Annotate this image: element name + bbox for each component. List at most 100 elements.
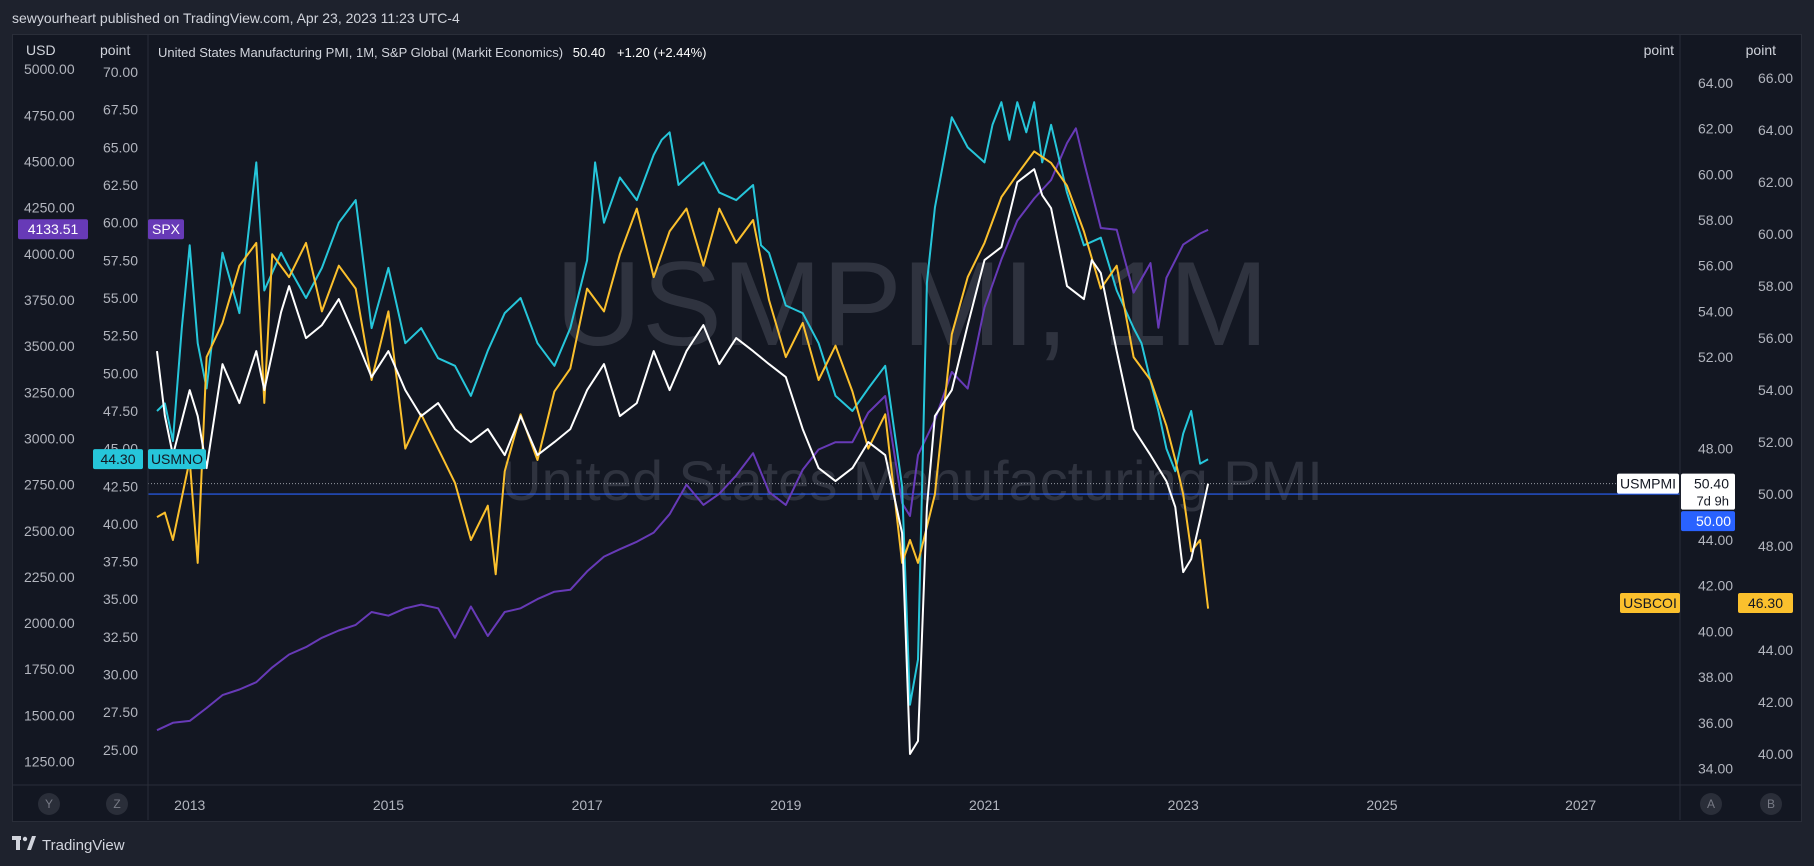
y-tick-point-right-outer: 58.00 bbox=[1758, 278, 1793, 294]
y-tick-usd: 4000.00 bbox=[24, 246, 75, 262]
price-label-hline[interactable]: 50.00 bbox=[1681, 511, 1735, 532]
y-tick-point-left: 40.00 bbox=[103, 516, 138, 532]
x-tick-label: 2027 bbox=[1565, 797, 1596, 813]
x-tick-label: 2025 bbox=[1366, 797, 1397, 813]
y-tick-usd: 2500.00 bbox=[24, 523, 75, 539]
price-label-usmpmi-box bbox=[1681, 473, 1735, 510]
y-tick-point-left: 50.00 bbox=[103, 365, 138, 381]
y-tick-point-left: 35.00 bbox=[103, 591, 138, 607]
y-tick-usd: 1250.00 bbox=[24, 754, 75, 770]
price-label-usbcoi-text: 46.30 bbox=[1748, 595, 1783, 611]
y-tick-point-left: 60.00 bbox=[103, 215, 138, 231]
y-tick-point-left: 70.00 bbox=[103, 64, 138, 80]
scale-button-y[interactable]: Y bbox=[38, 793, 60, 815]
y-tick-point-left: 67.50 bbox=[103, 102, 138, 118]
price-label-spx-box bbox=[18, 219, 88, 240]
y-tick-point-right-outer: 40.00 bbox=[1758, 746, 1793, 762]
price-label-usmno-text: 44.30 bbox=[100, 451, 135, 467]
y-tick-usd: 5000.00 bbox=[24, 61, 75, 77]
name-label-usmpmi-box bbox=[1617, 473, 1679, 494]
price-label-hline-box bbox=[1681, 511, 1735, 532]
y-tick-usd: 4250.00 bbox=[24, 200, 75, 216]
chart-legend[interactable]: United States Manufacturing PMI, 1M, S&P… bbox=[158, 45, 707, 60]
publish-info: sewyourheart published on TradingView.co… bbox=[12, 10, 460, 26]
price-label-usmno-box bbox=[93, 449, 143, 470]
scale-button-b[interactable]: B bbox=[1760, 793, 1782, 815]
name-label-spx[interactable]: SPX bbox=[148, 219, 184, 240]
name-label-usbcoi-text: USBCOI bbox=[1623, 595, 1677, 611]
price-label-usbcoi-box bbox=[1738, 593, 1793, 613]
y-tick-point-right-outer: 42.00 bbox=[1758, 694, 1793, 710]
name-label-usmpmi[interactable]: USMPMI bbox=[1617, 473, 1679, 494]
y-tick-point-right-inner: 48.00 bbox=[1698, 441, 1733, 457]
price-label-hline-text: 50.00 bbox=[1696, 513, 1731, 529]
name-label-usbcoi[interactable]: USBCOI bbox=[1620, 593, 1680, 613]
price-label-usmpmi[interactable]: 50.40 7d 9h bbox=[1681, 473, 1735, 510]
countdown-usmpmi-text: 7d 9h bbox=[1696, 494, 1729, 509]
price-label-spx[interactable]: 4133.51 bbox=[18, 219, 88, 240]
name-label-usmno-box bbox=[148, 449, 206, 470]
tradingview-wordmark: TradingView bbox=[42, 836, 125, 854]
y-tick-point-right-inner: 36.00 bbox=[1698, 715, 1733, 731]
y-tick-point-left: 52.50 bbox=[103, 328, 138, 344]
y-tick-usd: 1500.00 bbox=[24, 707, 75, 723]
x-tick-label: 2013 bbox=[174, 797, 205, 813]
name-label-usmno-text: USMNO bbox=[151, 451, 203, 467]
x-tick-label: 2017 bbox=[572, 797, 603, 813]
series-line-usmno[interactable] bbox=[156, 101, 1209, 706]
y-tick-usd: 4500.00 bbox=[24, 154, 75, 170]
series-line-spx[interactable] bbox=[156, 127, 1209, 732]
y-tick-point-left: 57.50 bbox=[103, 252, 138, 268]
y-tick-point-left: 65.00 bbox=[103, 139, 138, 155]
y-tick-usd: 2750.00 bbox=[24, 477, 75, 493]
scale-button-z[interactable]: Z bbox=[106, 793, 128, 815]
price-label-usmpmi-text: 50.40 bbox=[1694, 476, 1729, 492]
legend-title: United States Manufacturing PMI, 1M, S&P… bbox=[158, 45, 564, 60]
axis-header-point-right-inner: point bbox=[1644, 42, 1674, 58]
watermark-symbol: USMPMI, 1M bbox=[555, 237, 1268, 371]
y-tick-usd: 3250.00 bbox=[24, 384, 75, 400]
y-tick-point-right-inner: 42.00 bbox=[1698, 578, 1733, 594]
y-tick-point-left: 30.00 bbox=[103, 667, 138, 683]
y-tick-point-right-outer: 64.00 bbox=[1758, 122, 1793, 138]
scale-button-a[interactable]: A bbox=[1700, 793, 1722, 815]
y-tick-point-right-inner: 58.00 bbox=[1698, 212, 1733, 228]
y-tick-point-right-outer: 66.00 bbox=[1758, 70, 1793, 86]
y-tick-usd: 2250.00 bbox=[24, 569, 75, 585]
y-tick-point-left: 27.50 bbox=[103, 704, 138, 720]
y-tick-point-right-outer: 44.00 bbox=[1758, 642, 1793, 658]
y-tick-point-left: 32.50 bbox=[103, 629, 138, 645]
y-tick-point-right-outer: 54.00 bbox=[1758, 382, 1793, 398]
watermark: USMPMI, 1M United States Manufacturing P… bbox=[501, 237, 1323, 512]
name-label-spx-text: SPX bbox=[152, 221, 181, 237]
tradingview-mark-icon bbox=[12, 836, 36, 854]
x-tick-label: 2023 bbox=[1168, 797, 1199, 813]
price-label-usbcoi[interactable]: 46.30 bbox=[1738, 593, 1793, 613]
y-tick-point-left: 55.00 bbox=[103, 290, 138, 306]
series-line-usbcoi[interactable] bbox=[156, 150, 1210, 609]
price-label-usmno[interactable]: 44.30 bbox=[93, 449, 143, 470]
name-label-usmno[interactable]: USMNO bbox=[148, 449, 206, 470]
series-line-usmpmi[interactable] bbox=[156, 168, 1210, 755]
y-tick-point-right-inner: 64.00 bbox=[1698, 75, 1733, 91]
y-tick-point-right-inner: 40.00 bbox=[1698, 623, 1733, 639]
name-label-usbcoi-box bbox=[1620, 593, 1680, 613]
y-tick-usd: 4750.00 bbox=[24, 107, 75, 123]
axis-header-point-left: point bbox=[100, 42, 130, 58]
axis-header-usd: USD bbox=[26, 42, 56, 58]
tradingview-logo[interactable]: TradingView bbox=[12, 836, 125, 854]
y-tick-point-right-outer: 48.00 bbox=[1758, 538, 1793, 554]
y-tick-usd: 2000.00 bbox=[24, 615, 75, 631]
y-tick-point-right-inner: 38.00 bbox=[1698, 669, 1733, 685]
x-tick-label: 2019 bbox=[770, 797, 801, 813]
x-tick-label: 2021 bbox=[969, 797, 1000, 813]
y-tick-point-right-inner: 60.00 bbox=[1698, 166, 1733, 182]
legend-change: +1.20 (+2.44%) bbox=[616, 45, 707, 60]
y-tick-point-right-inner: 56.00 bbox=[1698, 258, 1733, 274]
y-tick-usd: 1750.00 bbox=[24, 661, 75, 677]
x-tick-label: 2015 bbox=[373, 797, 404, 813]
y-tick-point-left: 42.50 bbox=[103, 478, 138, 494]
y-tick-point-right-outer: 62.00 bbox=[1758, 174, 1793, 190]
y-tick-point-right-outer: 50.00 bbox=[1758, 486, 1793, 502]
